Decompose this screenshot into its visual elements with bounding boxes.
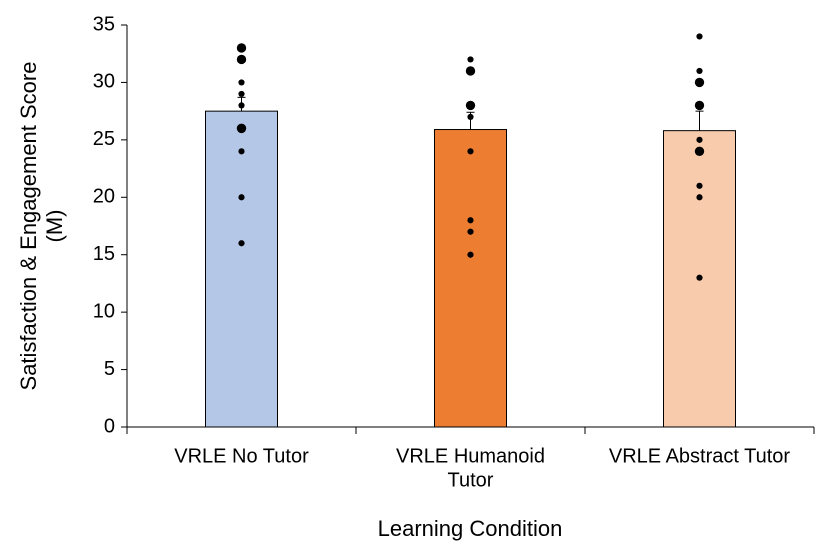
- data-point: [465, 100, 476, 111]
- y-axis-unit: (M): [42, 210, 67, 243]
- y-tick-label: 25: [93, 128, 115, 150]
- x-tick-label: VRLE Abstract Tutor: [609, 445, 791, 467]
- data-point: [694, 100, 705, 111]
- y-tick-label: 10: [93, 300, 115, 322]
- data-point: [238, 90, 245, 98]
- y-tick-label: 35: [93, 13, 115, 35]
- data-point: [467, 56, 474, 63]
- data-point: [696, 182, 703, 189]
- data-point: [696, 33, 703, 40]
- bar: [205, 110, 278, 428]
- data-point: [696, 274, 703, 281]
- data-point: [696, 67, 703, 75]
- data-point: [238, 102, 245, 109]
- y-tick-label: 0: [104, 415, 115, 437]
- data-point: [694, 146, 705, 157]
- data-point: [467, 113, 474, 120]
- data-point: [465, 66, 476, 76]
- data-point: [467, 217, 474, 224]
- data-point: [238, 240, 245, 247]
- x-tick-label: Tutor: [448, 469, 494, 491]
- bar: [434, 129, 507, 428]
- data-point: [694, 77, 705, 88]
- data-point: [467, 228, 474, 235]
- data-point: [238, 148, 245, 155]
- data-point: [236, 43, 247, 53]
- data-point: [467, 148, 474, 155]
- data-point: [236, 54, 247, 65]
- data-point: [238, 79, 245, 86]
- x-axis-title: Learning Condition: [378, 516, 563, 541]
- y-tick-label: 15: [93, 243, 115, 265]
- x-tick-label: VRLE No Tutor: [174, 445, 309, 467]
- data-point: [696, 136, 703, 143]
- y-axis-title: Satisfaction & Engagement Score: [16, 62, 41, 391]
- data-point: [238, 194, 245, 201]
- x-tick-label: VRLE Humanoid: [396, 445, 545, 467]
- y-tick-label: 5: [104, 358, 115, 380]
- y-tick-label: 20: [93, 186, 115, 208]
- data-point: [236, 123, 247, 134]
- y-tick-label: 30: [93, 71, 115, 93]
- data-point: [467, 251, 474, 258]
- data-point: [696, 194, 703, 201]
